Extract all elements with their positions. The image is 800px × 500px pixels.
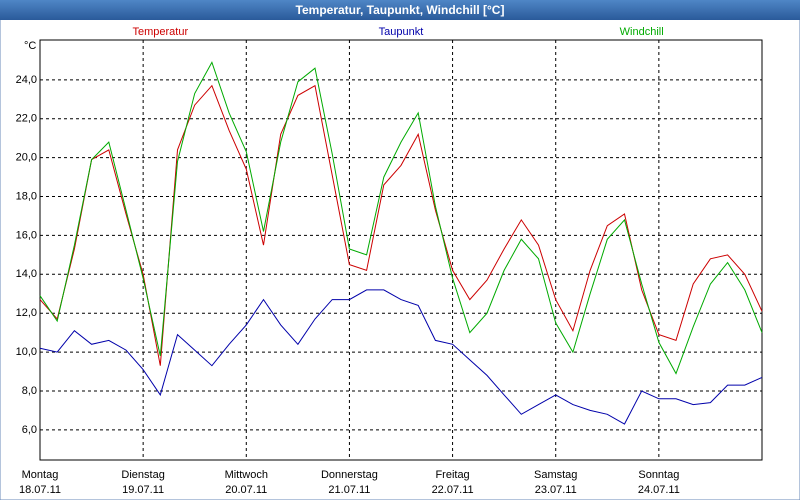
x-tick-date: 23.07.11 [535, 484, 577, 496]
legend-entry: Temperatur [133, 26, 189, 38]
x-tick-date: 19.07.11 [122, 484, 164, 496]
y-tick-label: 22,0 [16, 113, 37, 125]
data-line [39, 61, 763, 375]
title-bar [0, 0, 800, 20]
y-tick-label: 8,0 [22, 385, 37, 397]
y-tick-label: 20,0 [16, 152, 37, 164]
data-line [39, 84, 763, 366]
y-tick-label: 6,0 [22, 424, 37, 436]
x-tick-date: 20.07.11 [225, 484, 267, 496]
x-tick-date: 21.07.11 [328, 484, 370, 496]
x-tick-label: Donnerstag [321, 469, 378, 481]
y-tick-label: 24,0 [16, 74, 37, 86]
x-tick-label: Dienstag [121, 469, 164, 481]
x-tick-label: Montag [22, 469, 59, 481]
legend-entry: Taupunkt [379, 26, 424, 38]
x-tick-date: 24.07.11 [638, 484, 680, 496]
data-line [39, 289, 763, 425]
x-tick-label: Sonntag [638, 469, 679, 481]
x-tick-date: 22.07.11 [432, 484, 474, 496]
chart-title: Temperatur, Taupunkt, Windchill [°C] [296, 3, 505, 17]
y-axis-label: °C [24, 40, 36, 52]
y-tick-label: 16,0 [16, 229, 37, 241]
x-tick-label: Mittwoch [225, 469, 268, 481]
x-tick-date: 18.07.11 [19, 484, 61, 496]
x-tick-label: Samstag [534, 469, 577, 481]
y-tick-label: 14,0 [16, 268, 37, 280]
y-tick-label: 10,0 [16, 346, 37, 358]
x-tick-label: Freitag [435, 469, 469, 481]
y-tick-label: 18,0 [16, 190, 37, 202]
y-tick-label: 12,0 [16, 307, 37, 319]
legend-entry: Windchill [620, 26, 664, 38]
